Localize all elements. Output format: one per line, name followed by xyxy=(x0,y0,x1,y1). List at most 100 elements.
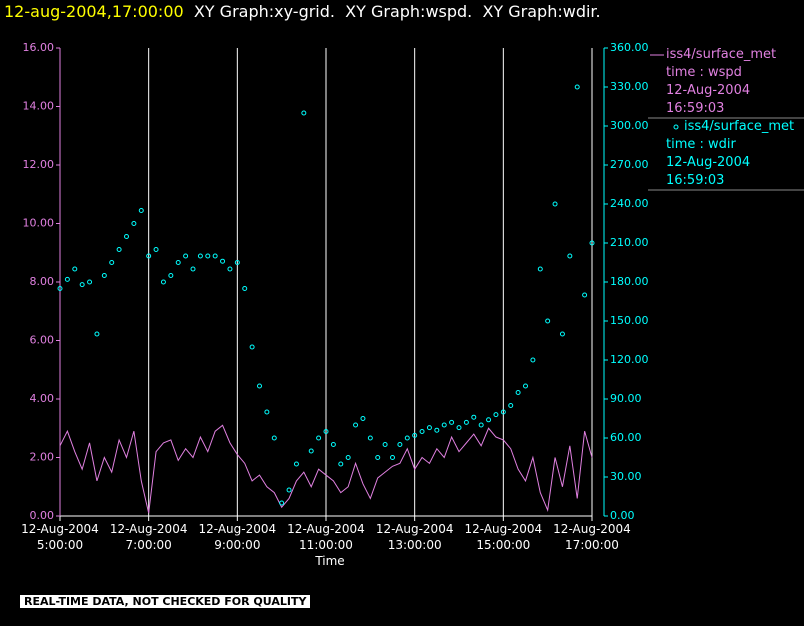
y-tick-label: 4.00 xyxy=(30,392,55,405)
wdir-point xyxy=(168,273,174,278)
quality-note: REAL-TIME DATA, NOT CHECKED FOR QUALITY xyxy=(20,595,311,608)
wdir-point xyxy=(426,425,432,431)
wdir-point xyxy=(375,455,381,460)
y2-tick-label: 270.00 xyxy=(610,158,649,171)
x-tick-label: 12-Aug-2004 5:00:00 xyxy=(21,522,99,552)
title: 12-aug-2004,17:00:00 XY Graph:xy-grid. X… xyxy=(4,2,601,21)
wdir-point xyxy=(330,442,336,447)
y-tick-label: 6.00 xyxy=(30,334,55,347)
wdir-point xyxy=(79,282,85,288)
wdir-point xyxy=(138,208,144,213)
wdir-point xyxy=(323,429,329,434)
title-text: XY Graph:xy-grid. XY Graph:wspd. XY Grap… xyxy=(193,2,601,21)
wdir-point xyxy=(397,442,403,447)
wdir-point xyxy=(404,435,410,441)
legend-text: 16:59:03 xyxy=(666,101,725,116)
wdir-point xyxy=(212,253,218,259)
wdir-point xyxy=(205,253,211,259)
wdir-point xyxy=(271,435,277,441)
wdir-point xyxy=(160,279,166,285)
wdir-point xyxy=(257,383,262,389)
x-axis-label: Time xyxy=(315,554,345,568)
wdir-point xyxy=(471,414,477,420)
wdir-point xyxy=(131,221,137,226)
y-tick-label: 0.00 xyxy=(30,509,55,522)
wdir-point xyxy=(293,461,299,467)
wdir-point xyxy=(523,383,528,389)
wdir-point xyxy=(559,331,565,337)
wdir-point xyxy=(508,403,514,408)
wdir-point xyxy=(286,487,292,493)
wdir-point xyxy=(367,435,373,441)
wdir-point xyxy=(101,273,107,278)
y2-tick-label: 180.00 xyxy=(610,275,649,288)
wdir-point xyxy=(552,201,558,207)
y-tick-label: 10.00 xyxy=(23,217,55,230)
wdir-point xyxy=(478,422,484,428)
wdir-point xyxy=(220,258,226,264)
wdir-point xyxy=(530,357,536,363)
wdir-point xyxy=(390,455,395,460)
y-tick-label: 8.00 xyxy=(30,275,55,288)
x-tick-label: 12-Aug-2004 11:00:00 xyxy=(287,522,365,552)
wdir-point xyxy=(279,500,285,506)
wdir-point xyxy=(197,253,203,259)
y2-tick-label: 300.00 xyxy=(610,119,649,132)
wdir-point xyxy=(190,266,196,272)
wdir-point xyxy=(360,416,366,421)
y2-tick-label: 90.00 xyxy=(610,392,642,405)
wdir-point xyxy=(57,286,63,291)
legend-marker xyxy=(673,124,679,130)
wdir-point xyxy=(242,286,248,291)
wdir-point xyxy=(486,417,492,423)
legend-text: 12-Aug-2004 xyxy=(666,155,751,170)
x-tick-label: 12-Aug-2004 7:00:00 xyxy=(109,522,188,552)
wdir-point xyxy=(72,266,78,272)
wdir-point xyxy=(500,409,506,415)
wdir-point xyxy=(308,448,314,454)
wdir-point xyxy=(441,422,447,428)
wdir-point xyxy=(567,253,573,259)
wdir-point xyxy=(146,253,152,259)
wdir-point xyxy=(545,318,551,324)
y2-tick-label: 60.00 xyxy=(610,431,642,444)
y-tick-label: 16.00 xyxy=(23,41,55,54)
wdir-point xyxy=(574,84,580,90)
wdir-point xyxy=(94,331,100,337)
wdir-point xyxy=(264,409,270,415)
wdir-point xyxy=(582,292,588,298)
y2-tick-label: 210.00 xyxy=(610,236,649,249)
legend-text: time : wspd xyxy=(666,65,742,80)
y-tick-label: 14.00 xyxy=(23,100,55,113)
legend-text: time : wdir xyxy=(666,137,736,152)
wdir-point xyxy=(463,419,469,425)
y2-tick-label: 330.00 xyxy=(610,80,649,93)
wdir-point xyxy=(316,435,322,441)
wdir-point xyxy=(449,419,455,425)
y2-tick-label: 120.00 xyxy=(610,353,649,366)
wdir-point xyxy=(87,279,93,285)
wdir-point xyxy=(301,110,307,116)
wdir-point xyxy=(419,429,425,434)
wdir-point xyxy=(338,461,344,467)
wdir-point xyxy=(493,412,499,418)
x-tick-label: 12-Aug-2004 15:00:00 xyxy=(464,522,543,552)
wdir-point xyxy=(456,425,462,431)
wdir-point xyxy=(234,260,240,265)
wdir-point xyxy=(515,390,521,395)
wdir-point xyxy=(589,240,595,246)
wdir-point xyxy=(153,247,159,252)
legend-entry: iss4/surface_met xyxy=(666,47,777,62)
y-tick-label: 12.00 xyxy=(23,158,55,171)
wdir-point xyxy=(124,234,129,239)
y2-tick-label: 30.00 xyxy=(610,470,642,483)
wdir-point xyxy=(382,442,388,447)
wdir-point xyxy=(116,247,122,252)
y2-tick-label: 360.00 xyxy=(610,41,649,54)
wdir-point xyxy=(249,344,255,350)
wdir-point xyxy=(175,260,181,265)
x-tick-label: 12-Aug-2004 17:00:00 xyxy=(553,522,631,552)
wdir-point xyxy=(537,266,543,272)
legend-text: 16:59:03 xyxy=(666,173,725,188)
